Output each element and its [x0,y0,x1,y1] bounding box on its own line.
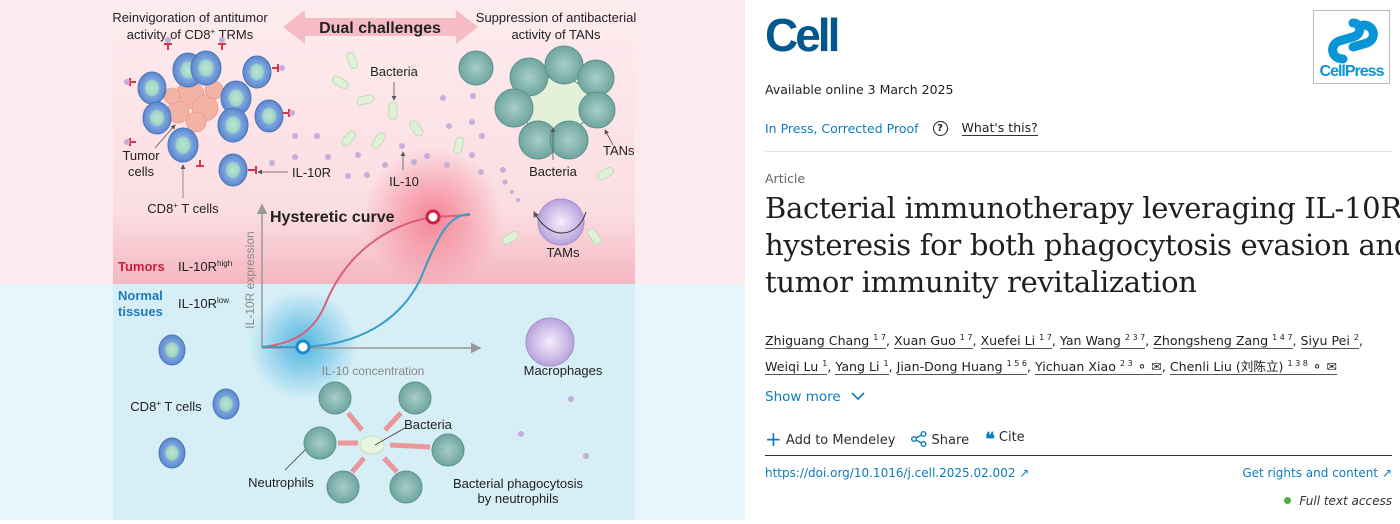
double-arrow-icon [283,10,478,44]
bacteria-tans-label: Bacteria [529,164,577,179]
article-type: Article [765,171,806,186]
left-heading: Reinvigoration of antitumor [112,10,268,25]
access-dot-icon [1284,497,1292,504]
divider [765,151,1392,152]
tumor-curve [261,214,471,348]
bacteria-label-top: Bacteria [370,64,418,79]
person-icon: ⚬ [1311,359,1323,375]
access-status: Full text access [1284,494,1392,508]
cite-button[interactable]: ❝ Cite [985,428,1025,450]
right-heading: Suppression of antibacterial [476,10,637,25]
author-link[interactable]: Zhiguang Chang 1 7 [765,333,886,350]
phagocytosis-label-2: by neutrophils [478,491,559,506]
tumor-cells-label: Tumor [122,148,160,163]
cd8-t-cells-tumor [137,50,284,187]
il10-label: IL-10 [389,174,419,189]
author-link[interactable]: Xuan Guo 1 7 [894,333,973,350]
macrophages-label: Macrophages [524,363,603,378]
mail-icon: ✉ [1326,359,1337,375]
author-link[interactable]: Yichuan Xiao 2 3 ⚬ ✉ [1035,359,1162,376]
doi-link[interactable]: https://doi.org/10.1016/j.cell.2025.02.0… [765,466,1030,480]
author-link[interactable]: Yan Wang 2 3 7 [1059,333,1146,350]
get-rights-link[interactable]: Get rights and content ↗ [1242,466,1392,480]
title-line: tumor immunity revitalization [765,265,1197,299]
author-link[interactable]: Yang Li 1 [835,359,889,376]
help-icon[interactable]: ? [932,120,948,136]
graphical-abstract: Dual challenges Reinvigoration of antitu… [0,0,745,520]
tam-cell-illustration [537,198,585,246]
cellpress-mark-icon [1328,18,1378,64]
article-header: Cell CellPress Available online 3 March … [765,0,1400,520]
quote-icon: ❝ [985,428,995,450]
y-axis-label: IL-10R expression [243,231,257,328]
hysteretic-curve-label: Hysteretic curve [270,209,395,226]
author-link[interactable]: Chenli Liu (刘陈立) 1 3 8 ⚬ ✉ [1169,359,1337,376]
show-more-label: Show more [765,389,841,405]
il10r-high-label: IL-10Rhigh [178,259,232,274]
bacteria-label-bottom: Bacteria [404,417,452,432]
bacteria-illustration [332,51,614,245]
external-link-icon: ↗ [1019,466,1030,480]
author-list: Zhiguang Chang 1 7, Xuan Guo 1 7, Xuefei… [765,333,1363,376]
cd8-t-cells-label-bottom: CD8+ T cells [130,399,202,414]
tumor-cells-label-2: cells [128,164,155,179]
macrophage-illustration [525,317,575,367]
author-link[interactable]: Jian-Dong Huang 1 5 6 [896,359,1028,376]
tumors-label: Tumors [118,259,165,274]
phagocytosis-label: Bacterial phagocytosis [453,476,584,491]
divider [765,455,1392,456]
neutrophils-label: Neutrophils [248,475,314,490]
normal-tissues-label: Normal [118,288,163,303]
normal-tissues-label-2: tissues [118,304,163,319]
il10r-low-label: IL-10Rlow [178,296,229,311]
share-icon [911,430,927,447]
whats-this-link[interactable]: What's this? [961,120,1038,136]
phagocytosis-arrows [338,411,431,474]
author-link[interactable]: Zhongsheng Zang 1 4 7 [1153,333,1293,350]
available-online: Available online 3 March 2025 [765,82,954,97]
person-icon: ⚬ [1136,359,1148,375]
journal-logo[interactable]: Cell [765,9,840,61]
neutrophils-illustration [303,381,465,504]
article-title: Bacterial immunotherapy leveraging IL-10… [765,190,1400,301]
plus-icon: + [765,427,782,451]
title-line: hysteresis for both phagocytosis evasion… [765,228,1400,262]
x-axis-label: IL-10 concentration [322,364,425,378]
right-heading-line2: activity of TANs [511,27,601,42]
article-status: In Press, Corrected Proof [765,120,919,136]
dual-challenges-label: Dual challenges [319,20,441,37]
author-link[interactable]: Siyu Pei 2 [1300,333,1359,350]
author-link[interactable]: Weiqi Lu 1 [765,359,828,376]
left-heading-line2: activity of CD8+ TRMs [127,27,254,42]
tumor-cells-illustration [163,80,224,133]
graphical-abstract-figure: Dual challenges Reinvigoration of antitu… [0,0,745,520]
tans-label: TANs [603,143,635,158]
author-link[interactable]: Xuefei Li 1 7 [980,333,1052,350]
tans-illustration [458,45,616,160]
tams-label: TAMs [547,245,580,260]
title-line: Bacterial immunotherapy leveraging IL-10… [765,191,1400,225]
cd8-t-cells-label-top: CD8+ T cells [147,201,219,216]
cd8-t-cells-normal [158,334,240,469]
show-more-button[interactable]: Show more [765,389,865,405]
share-button[interactable]: Share [911,430,969,448]
il10r-label: IL-10R [292,165,331,180]
mail-icon: ✉ [1151,359,1162,375]
il10-molecules [269,93,520,202]
tumor-state-marker [425,209,441,225]
cellpress-label: CellPress [1319,63,1385,80]
cellpress-logo[interactable]: CellPress [1313,10,1390,84]
add-to-mendeley-button[interactable]: + Add to Mendeley [765,427,896,451]
external-link-icon: ↗ [1381,466,1392,480]
normal-state-marker [295,339,311,355]
normal-curve [262,213,471,348]
chevron-down-icon [851,392,865,401]
